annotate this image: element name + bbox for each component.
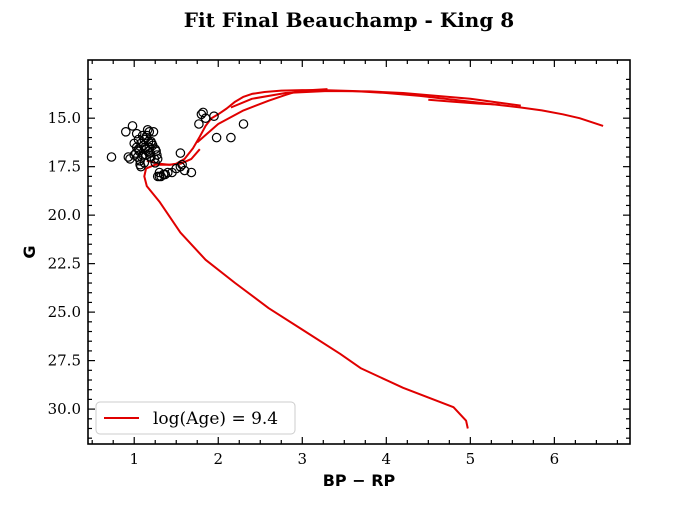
star-marker <box>127 121 138 131</box>
star-marker <box>106 152 117 162</box>
star-marker <box>177 159 187 170</box>
x-tick-label: 3 <box>298 450 308 468</box>
isochrone-branch-line <box>428 98 500 106</box>
y-tick-label: 20.0 <box>48 206 81 224</box>
star-marker <box>226 132 236 143</box>
star-marker <box>175 148 186 158</box>
y-tick-label: 17.5 <box>48 158 81 176</box>
star-marker <box>160 169 171 180</box>
star-marker <box>123 152 134 162</box>
isochrone-line <box>143 89 604 429</box>
chart-title: Fit Final Beauchamp - King 8 <box>184 8 514 32</box>
isochrone-branch-line <box>196 88 328 144</box>
y-axis-label: G <box>20 245 39 258</box>
legend-label: log(Age) = 9.4 <box>153 409 278 429</box>
star-marker <box>141 150 151 160</box>
x-tick-label: 5 <box>466 450 476 468</box>
x-axis-label: BP − RP <box>323 471 396 490</box>
star-marker <box>186 167 197 178</box>
star-marker <box>131 142 142 153</box>
y-tick-label: 30.0 <box>48 400 81 418</box>
plot-area <box>106 88 604 429</box>
x-tick-label: 2 <box>213 450 223 468</box>
star-marker <box>125 154 135 164</box>
x-tick-label: 1 <box>129 450 139 468</box>
star-marker <box>151 146 161 156</box>
x-tick-label: 6 <box>550 450 560 468</box>
legend-box <box>95 401 296 435</box>
star-marker <box>194 119 204 129</box>
isochrone-branch-line <box>230 90 521 109</box>
star-marker <box>179 165 190 176</box>
y-tick-label: 22.5 <box>48 255 81 273</box>
star-marker <box>147 138 157 149</box>
star-marker <box>198 107 208 118</box>
legend: log(Age) = 9.4 <box>95 401 296 435</box>
star-marker <box>238 119 249 129</box>
star-marker <box>148 127 159 137</box>
star-marker <box>121 127 131 137</box>
y-tick-label: 25.0 <box>48 303 81 321</box>
star-marker <box>144 127 155 137</box>
plot-area-frame <box>87 59 631 445</box>
axis-ticks: 1 2 3 4 5 6 15.0 17.5 20.0 22.5 25.0 27.5 30.0 <box>48 60 630 468</box>
y-tick-label: 27.5 <box>48 352 81 370</box>
star-marker <box>163 167 173 178</box>
star-marker <box>142 125 153 135</box>
star-marker <box>211 132 222 143</box>
y-tick-label: 15.0 <box>48 109 81 127</box>
star-marker <box>131 128 142 139</box>
x-tick-label: 4 <box>382 450 392 468</box>
star-marker <box>135 159 145 170</box>
star-marker <box>209 111 219 121</box>
